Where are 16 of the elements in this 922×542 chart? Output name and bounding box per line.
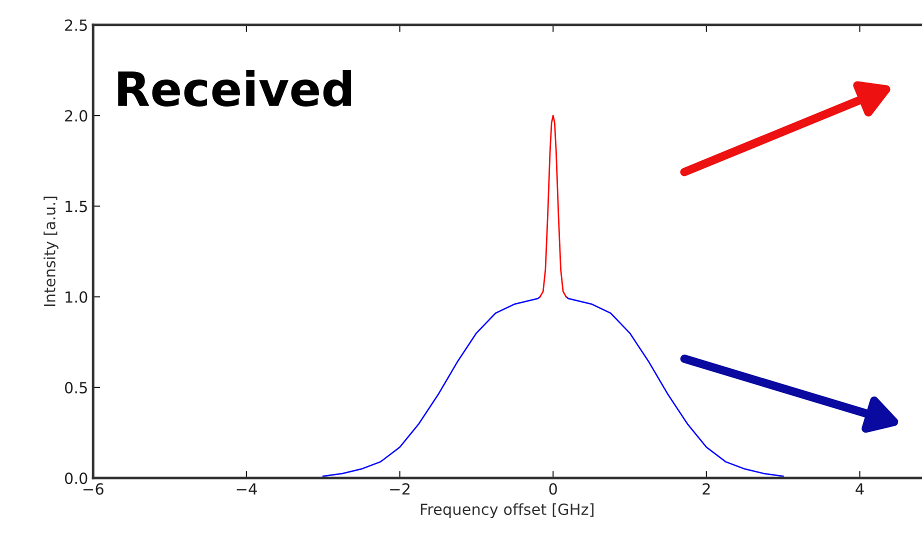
x-tick-label: −4 xyxy=(236,483,257,495)
y-axis-title: Intensity [a.u.] xyxy=(44,196,58,306)
annotation: Received xyxy=(118,70,352,107)
y-tick-label: 1.5 xyxy=(66,200,87,212)
x-axis-title: Frequency offset [GHz] xyxy=(420,503,594,518)
x-tick-label: 0 xyxy=(549,483,557,495)
y-tick-label: 0.5 xyxy=(64,382,87,394)
line-series xyxy=(539,114,567,298)
x-tick-label: −2 xyxy=(390,483,410,495)
x-tick-label: 2 xyxy=(702,483,710,495)
y-tick-label: 1.0 xyxy=(66,291,88,303)
y-tick-label: 0.0 xyxy=(64,472,88,484)
x-tick-label: 4 xyxy=(856,483,864,495)
y-tick-label: 2.5 xyxy=(65,19,87,31)
x-tick-label: −6 xyxy=(83,483,104,495)
y-tick-label: 2.0 xyxy=(65,110,88,122)
